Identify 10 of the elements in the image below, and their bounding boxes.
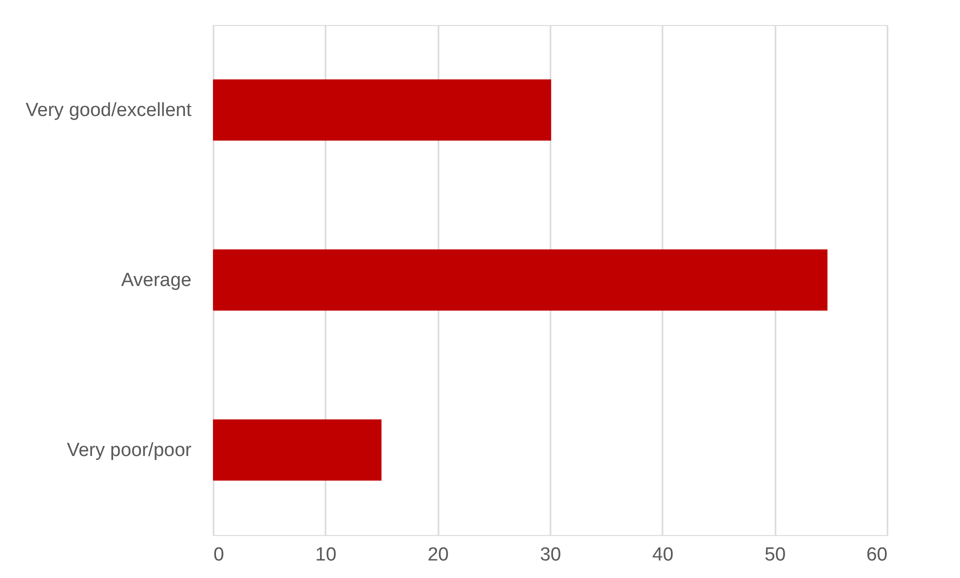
y-tick-label: Very poor/poor [66,440,192,461]
x-tick-label: 30 [540,544,562,566]
x-tick-label: 0 [214,544,224,566]
x-tick-label: 60 [866,544,888,566]
y-tick-label: Very good/excellent [26,100,192,121]
x-tick-label: 20 [428,544,449,566]
x-tick-label: 10 [315,544,336,566]
x-tick-label: 40 [652,544,674,566]
x-tick-label: 50 [764,544,786,566]
y-tick-label: Average [121,270,192,291]
